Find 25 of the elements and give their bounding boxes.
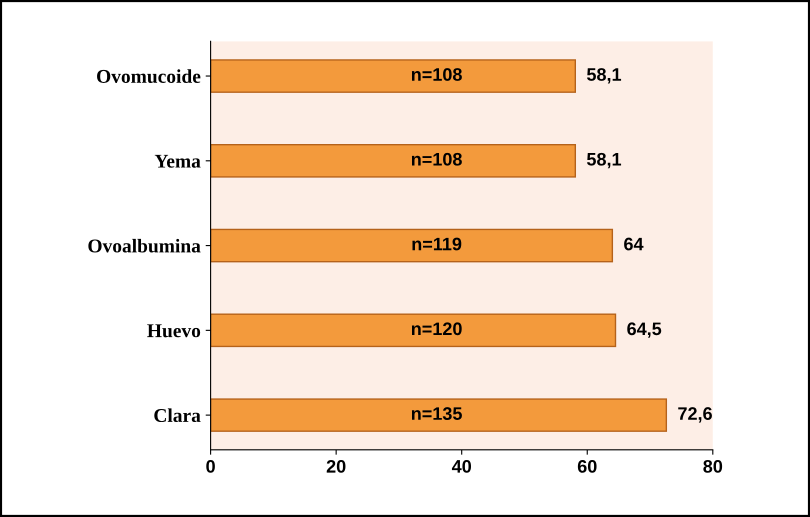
x-tick-label: 40 — [452, 460, 471, 473]
bar — [210, 228, 614, 262]
y-tick-label: Yema — [154, 154, 201, 168]
y-tick-label: Huevo — [147, 324, 200, 338]
annotation: n=108 — [412, 152, 462, 166]
x-tick-label: 80 — [703, 460, 722, 473]
y-tick-label: Clara — [154, 408, 201, 422]
annotation: n=135 — [412, 407, 462, 420]
bar — [210, 144, 576, 178]
data-label: 64 — [624, 238, 644, 250]
bar — [210, 398, 668, 432]
x-tick-label: 0 — [206, 460, 215, 473]
bar — [210, 314, 616, 348]
data-label: 64,5 — [627, 322, 662, 338]
data-label: 58,1 — [586, 68, 622, 84]
data-label: 72,6 — [678, 407, 712, 423]
bar — [210, 59, 576, 93]
x-tick-label: 20 — [326, 460, 346, 473]
x-tick-label: 60 — [578, 460, 597, 473]
data-label: 58,1 — [586, 152, 622, 168]
y-tick-label: Ovomucoide — [97, 69, 200, 84]
annotation: n=108 — [412, 68, 462, 81]
annotation: n=119 — [412, 238, 462, 250]
annotation: n=120 — [412, 322, 462, 336]
y-tick-label: Ovoalbumina — [88, 238, 201, 253]
